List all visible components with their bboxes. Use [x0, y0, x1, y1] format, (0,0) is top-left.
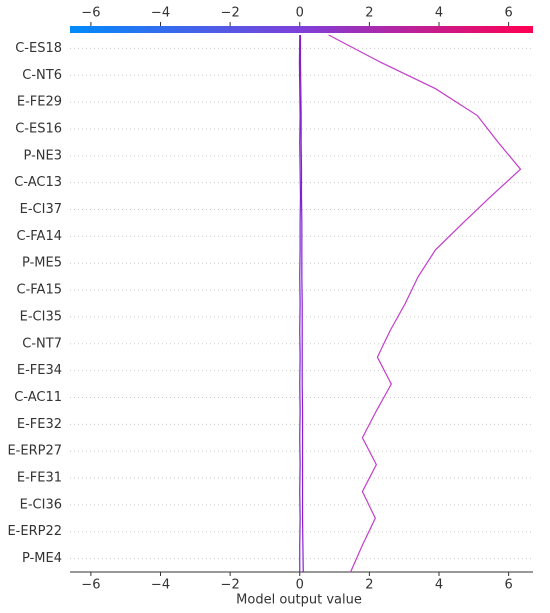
feature-label: E-CI35	[20, 309, 62, 324]
x-axis-label: Model output value	[236, 593, 362, 608]
feature-label: E-FE32	[17, 417, 62, 432]
colorbar-tick-label: 2	[365, 6, 373, 21]
feature-label: E-FE34	[17, 363, 62, 378]
colorbar	[70, 26, 533, 33]
feature-label: C-NT7	[22, 336, 62, 351]
feature-label: E-ERP22	[7, 524, 62, 539]
feature-label: E-FE29	[17, 95, 62, 110]
feature-label: E-FE31	[17, 471, 62, 486]
x-tick-label: −2	[221, 578, 240, 593]
feature-label: P-ME5	[22, 256, 62, 271]
feature-label: C-AC11	[14, 390, 62, 405]
feature-label: C-ES18	[15, 41, 62, 56]
feature-label: C-AC13	[14, 175, 62, 190]
colorbar-tick-label: 6	[504, 6, 512, 21]
colorbar-tick-label: 0	[296, 6, 304, 21]
colorbar-tick-label: −4	[151, 6, 170, 21]
decision-line	[328, 34, 522, 573]
x-tick-label: 4	[435, 578, 443, 593]
x-tick-label: 2	[365, 578, 373, 593]
feature-label: P-NE3	[24, 148, 62, 163]
feature-label: C-FA15	[17, 283, 63, 298]
feature-label: C-ES16	[15, 121, 62, 136]
x-tick-label: −6	[81, 578, 100, 593]
colorbar-tick-label: −2	[221, 6, 240, 21]
feature-label: E-CI36	[20, 497, 62, 512]
feature-label: E-ERP27	[7, 444, 62, 459]
feature-label: P-ME4	[22, 551, 62, 566]
feature-label: C-FA14	[17, 229, 63, 244]
x-tick-label: −4	[151, 578, 170, 593]
decision-line	[299, 35, 304, 573]
decision-line	[298, 34, 302, 572]
feature-label: E-CI37	[20, 202, 62, 217]
colorbar-tick-label: 4	[435, 6, 443, 21]
x-tick-label: 0	[296, 578, 304, 593]
x-tick-label: 6	[504, 578, 512, 593]
colorbar-tick-label: −6	[81, 6, 100, 21]
feature-label: C-NT6	[22, 68, 62, 83]
